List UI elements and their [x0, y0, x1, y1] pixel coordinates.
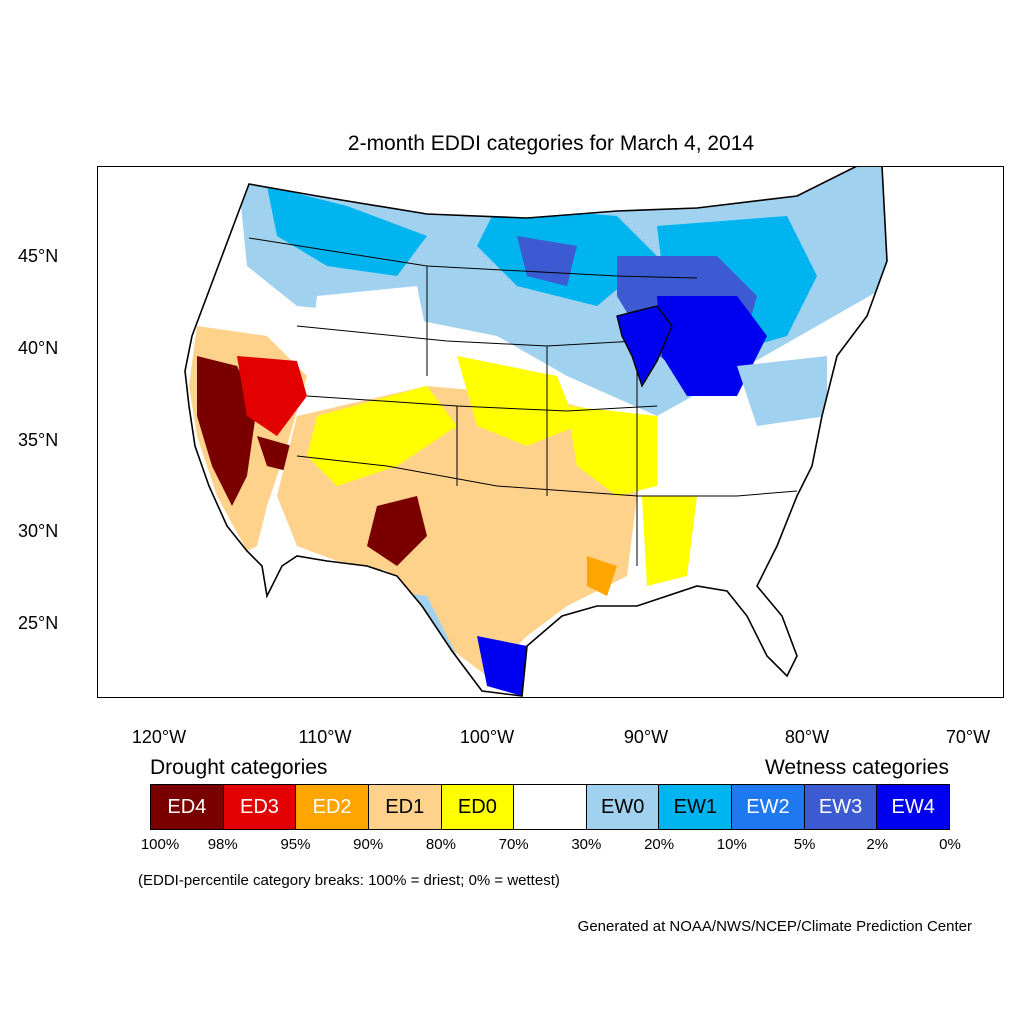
break-label: 0% [939, 836, 961, 853]
break-label: 98% [207, 836, 238, 853]
lat-label-45n: 45°N [18, 246, 59, 266]
legend-box-ed3: ED3 [223, 785, 297, 829]
lat-label-40n: 40°N [18, 338, 59, 358]
lat-label-35n: 35°N [18, 430, 59, 450]
eddi-map [97, 166, 1004, 698]
legend-box-ed1: ED1 [368, 785, 442, 829]
break-label: 90% [353, 836, 384, 853]
lon-label-90w: 90°W [623, 727, 669, 747]
category-note: (EDDI-percentile category breaks: 100% =… [138, 872, 560, 889]
break-label: 80% [425, 836, 456, 853]
legend-box-ew0: EW0 [586, 785, 660, 829]
legend-colorbar: ED4 ED3 ED2 ED1 ED0 EW0 EW1 EW2 EW3 EW4 [150, 784, 950, 830]
break-label: 2% [866, 836, 889, 853]
lon-label-110w: 110°W [298, 727, 352, 747]
lon-label-70w: 70°W [945, 727, 991, 747]
legend-box-ed4: ED4 [151, 785, 224, 829]
great-lakes [616, 305, 673, 388]
break-label: 10% [716, 836, 747, 853]
legend-box-ew3: EW3 [804, 785, 878, 829]
credit-line: Generated at NOAA/NWS/NCEP/Climate Predi… [577, 918, 972, 935]
break-label: 20% [644, 836, 675, 853]
break-label: 100% [140, 836, 180, 853]
lon-label-120w: 120°W [131, 727, 187, 747]
map-frame-border [97, 166, 1004, 698]
break-label: 95% [280, 836, 311, 853]
break-label: 5% [793, 836, 816, 853]
eddi-category-field [185, 166, 887, 696]
legend-box-neutral [514, 785, 587, 829]
coastline [184, 166, 888, 697]
break-label: 70% [498, 836, 529, 853]
break-label: 30% [571, 836, 602, 853]
lat-label-30n: 30°N [18, 521, 59, 541]
lat-label-25n: 25°N [18, 613, 59, 633]
drought-heading: Drought categories [150, 756, 328, 779]
legend-box-ed0: ED0 [441, 785, 515, 829]
lon-label-100w: 100°W [459, 727, 515, 747]
legend-box-ew1: EW1 [659, 785, 733, 829]
legend-box-ed2: ED2 [296, 785, 369, 829]
wetness-heading: Wetness categories [764, 756, 949, 779]
legend-box-ew2: EW2 [732, 785, 805, 829]
lon-label-80w: 80°W [784, 727, 830, 747]
map-title: 2-month EDDI categories for March 4, 201… [347, 132, 755, 155]
boundary-lines [248, 237, 798, 566]
legend-box-ew4: EW4 [877, 785, 950, 829]
